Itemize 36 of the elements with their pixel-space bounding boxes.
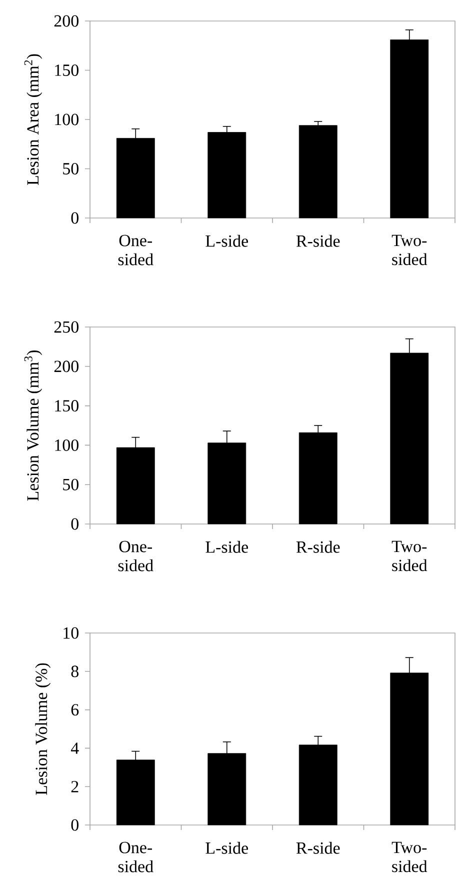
x-tick-label: Two-sided bbox=[392, 540, 428, 572]
y-tick-label: 200 bbox=[54, 360, 78, 372]
x-tick-label: L-side bbox=[206, 842, 248, 854]
y-tick-label: 150 bbox=[55, 64, 78, 76]
bar bbox=[116, 138, 155, 218]
y-tick-label: 6 bbox=[71, 704, 79, 716]
y-tick-label: 50 bbox=[63, 478, 78, 490]
y-tick-label: 250 bbox=[54, 321, 78, 333]
bar bbox=[298, 125, 338, 218]
y-tick-label: 100 bbox=[55, 114, 78, 126]
x-tick-label: One-sided bbox=[118, 540, 154, 572]
y-tick-label: 0 bbox=[71, 518, 78, 530]
x-tick-label: R-side bbox=[296, 540, 340, 553]
x-tick-label: L-side bbox=[206, 540, 248, 553]
x-tick-label: R-side bbox=[296, 234, 340, 247]
y-tick-label: 4 bbox=[70, 742, 79, 754]
y-tick-label: 150 bbox=[55, 400, 78, 412]
y-tick-label: 8 bbox=[71, 666, 78, 678]
y-tick-label: 50 bbox=[63, 163, 78, 174]
x-tick-label: Two-sided bbox=[392, 234, 428, 266]
bar bbox=[390, 40, 429, 218]
x-tick-label: L-side bbox=[206, 234, 248, 247]
y-axis-title: Lesion Area (mm$^{2}$) bbox=[24, 54, 42, 186]
y-tick-label: 0 bbox=[71, 819, 78, 831]
x-tick-label: One-sided bbox=[118, 842, 154, 872]
y-axis-title: Lesion Volume (%) bbox=[35, 663, 51, 795]
y-tick-label: 2 bbox=[71, 780, 78, 792]
y-axis-title: Lesion Volume (mm$^{3}$) bbox=[24, 350, 42, 501]
y-tick-label: 100 bbox=[55, 439, 78, 451]
bar bbox=[298, 432, 338, 524]
y-tick-label: 10 bbox=[64, 627, 78, 639]
y-tick-label: 200 bbox=[54, 15, 78, 27]
x-tick-label: R-side bbox=[296, 842, 340, 854]
x-tick-label: One-sided bbox=[118, 234, 154, 266]
x-tick-label: Two-sided bbox=[392, 842, 428, 872]
y-tick-label: 0 bbox=[71, 212, 78, 224]
